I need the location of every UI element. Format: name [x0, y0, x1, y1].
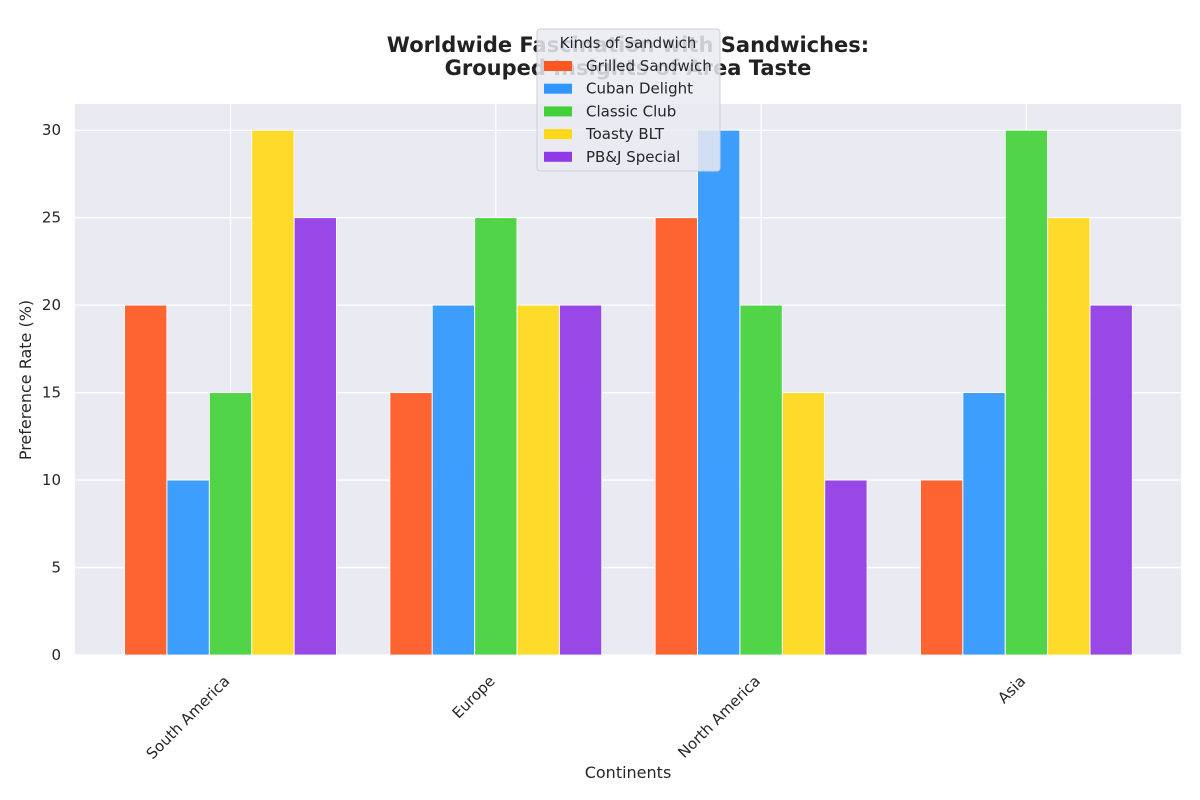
x-tick-labels: South America Europe North America Asia — [143, 672, 1030, 763]
bar-1-1 — [431, 304, 475, 656]
bar-3-0 — [251, 129, 295, 656]
bar-1-2 — [697, 129, 741, 656]
y-tick-label: 5 — [51, 559, 61, 577]
y-tick-label: 10 — [42, 471, 61, 489]
y-axis-label: Preference Rate (%) — [16, 300, 35, 460]
bar-4-0 — [293, 217, 337, 656]
bars — [124, 129, 1133, 656]
legend: Kinds of Sandwich Grilled Sandwich Cuban … — [536, 28, 721, 172]
legend-label-2: Classic Club — [586, 102, 676, 120]
legend-swatch-3 — [544, 129, 572, 140]
bar-4-2 — [824, 479, 868, 656]
x-tick-label: South America — [143, 672, 234, 763]
y-tick-label: 25 — [42, 209, 61, 227]
bar-1-3 — [962, 392, 1006, 656]
y-tick-label: 0 — [51, 646, 61, 664]
legend-swatch-0 — [544, 61, 572, 71]
y-tick-label: 20 — [42, 296, 61, 314]
legend-entries: Grilled Sandwich Cuban Delight Classic Clu… — [544, 57, 712, 166]
legend-swatch-1 — [544, 83, 572, 94]
x-tick-label: North America — [674, 672, 764, 762]
legend-swatch-2 — [544, 106, 572, 117]
bar-4-3 — [1089, 304, 1133, 656]
legend-label-3: Toasty BLT — [585, 125, 665, 143]
y-tick-label: 30 — [42, 121, 61, 139]
legend-label-1: Cuban Delight — [586, 80, 693, 98]
bar-4-1 — [559, 304, 603, 656]
legend-title: Kinds of Sandwich — [560, 34, 697, 52]
y-tick-label: 15 — [42, 384, 61, 402]
bar-3-1 — [516, 304, 560, 656]
bar-0-1 — [389, 392, 433, 656]
y-tick-labels: 0 5 10 15 20 25 30 — [42, 121, 61, 664]
bar-2-1 — [474, 217, 518, 656]
bar-0-3 — [920, 479, 964, 656]
bar-0-2 — [654, 217, 698, 656]
bar-0-0 — [124, 304, 168, 656]
x-tick-label: Europe — [449, 672, 499, 722]
legend-label-4: PB&J Special — [586, 148, 680, 166]
bar-2-0 — [208, 392, 252, 656]
legend-swatch-4 — [544, 151, 572, 162]
x-tick-label: Asia — [994, 672, 1029, 707]
bar-2-2 — [739, 304, 783, 656]
legend-box — [536, 28, 721, 172]
bar-2-3 — [1004, 129, 1048, 656]
bar-3-2 — [782, 392, 826, 656]
bar-3-3 — [1047, 217, 1091, 656]
legend-label-0: Grilled Sandwich — [586, 57, 712, 75]
bar-1-0 — [166, 479, 210, 656]
x-axis-label: Continents — [585, 763, 672, 782]
